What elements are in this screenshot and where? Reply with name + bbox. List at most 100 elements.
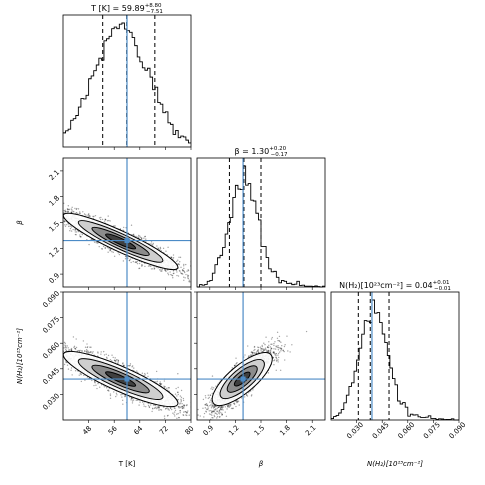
sample-point xyxy=(169,407,172,409)
sample-point xyxy=(185,273,187,276)
sample-point xyxy=(47,196,48,197)
sample-point xyxy=(88,215,91,217)
sample-point xyxy=(131,365,134,367)
x-tick-label: 0.090 xyxy=(448,421,468,441)
sample-point xyxy=(173,413,175,415)
sample-point xyxy=(100,351,102,353)
sample-point xyxy=(89,351,91,353)
sample-point xyxy=(137,236,139,238)
sample-point xyxy=(183,404,185,407)
sample-point xyxy=(86,351,88,353)
sample-point xyxy=(68,349,70,351)
sample-point xyxy=(139,401,141,403)
sample-point xyxy=(79,234,81,236)
sample-point xyxy=(178,406,180,408)
sample-point xyxy=(60,218,61,219)
sample-point xyxy=(179,409,181,412)
sample-point xyxy=(64,342,67,345)
sample-point xyxy=(160,383,163,385)
sample-point xyxy=(153,266,155,268)
sample-point xyxy=(80,380,83,383)
sample-point xyxy=(111,360,113,362)
sample-point xyxy=(117,361,119,363)
sample-point xyxy=(59,218,60,219)
sample-point xyxy=(163,415,166,417)
sample-point xyxy=(182,270,184,272)
sample-point xyxy=(65,347,67,349)
sample-point xyxy=(205,293,206,294)
sample-point xyxy=(179,402,181,404)
sample-point xyxy=(61,353,62,354)
sample-point xyxy=(64,211,67,213)
sample-point xyxy=(162,247,165,250)
sample-point xyxy=(140,237,143,239)
sample-point xyxy=(122,229,124,231)
sample-point xyxy=(54,213,55,214)
sample-point xyxy=(63,220,66,223)
sample-point xyxy=(31,334,32,335)
sample-point xyxy=(170,256,173,259)
sample-point xyxy=(42,201,43,202)
sample-point xyxy=(55,210,56,211)
sample-point xyxy=(58,359,59,360)
sample-point xyxy=(83,350,86,352)
sample-point xyxy=(77,208,80,210)
sample-point xyxy=(159,249,161,251)
sample-point xyxy=(155,406,157,408)
sample-point xyxy=(112,251,114,253)
sample-point xyxy=(187,269,190,272)
title-beta: β = 1.30+0.20 −0.17 xyxy=(235,146,288,158)
sample-point xyxy=(61,202,62,203)
sample-point xyxy=(183,404,186,407)
sample-point xyxy=(121,396,123,398)
y-tick-label: 2.1 xyxy=(48,168,62,182)
sample-point xyxy=(167,246,169,249)
sample-point xyxy=(180,398,182,401)
sample-point xyxy=(121,399,124,402)
sample-point xyxy=(61,214,62,215)
sample-point xyxy=(80,373,82,376)
sample-point xyxy=(46,338,47,339)
sample-point xyxy=(84,379,86,381)
sample-point xyxy=(184,411,186,413)
sample-point xyxy=(181,405,184,408)
sample-point xyxy=(182,414,185,417)
sample-point xyxy=(115,392,118,395)
sample-point xyxy=(179,270,181,272)
sample-point xyxy=(157,267,159,269)
sample-point xyxy=(136,262,139,265)
sample-point xyxy=(87,352,90,354)
sample-point xyxy=(183,267,185,270)
sample-point xyxy=(148,406,151,409)
sample-point xyxy=(108,390,110,392)
sample-point xyxy=(96,387,98,390)
sample-point xyxy=(177,275,180,277)
sample-point xyxy=(135,235,137,238)
sample-point xyxy=(114,357,116,359)
sample-point xyxy=(108,247,110,250)
sample-point xyxy=(141,265,143,267)
sample-point xyxy=(215,295,216,296)
sample-point xyxy=(128,259,131,261)
sample-point xyxy=(74,370,77,372)
sample-point xyxy=(103,354,106,356)
sample-point xyxy=(162,406,165,408)
sample-point xyxy=(100,216,102,219)
contour-level xyxy=(105,233,137,250)
sample-point xyxy=(169,407,172,410)
sample-point xyxy=(178,417,180,419)
sample-point xyxy=(88,215,90,217)
sample-point xyxy=(187,269,189,271)
sample-point xyxy=(248,306,249,307)
sample-point xyxy=(123,364,125,366)
panels: T [K] = 59.89+8.80 −7.51β = 1.30+0.20 −0.1… xyxy=(16,3,468,468)
sample-point xyxy=(194,267,195,268)
sample-point xyxy=(138,404,140,406)
sample-point xyxy=(106,357,108,359)
sample-point xyxy=(172,256,175,259)
sample-point xyxy=(39,342,40,343)
sample-point xyxy=(114,225,116,227)
sample-point xyxy=(141,401,144,403)
sample-point xyxy=(92,215,94,218)
sample-point xyxy=(81,350,83,352)
